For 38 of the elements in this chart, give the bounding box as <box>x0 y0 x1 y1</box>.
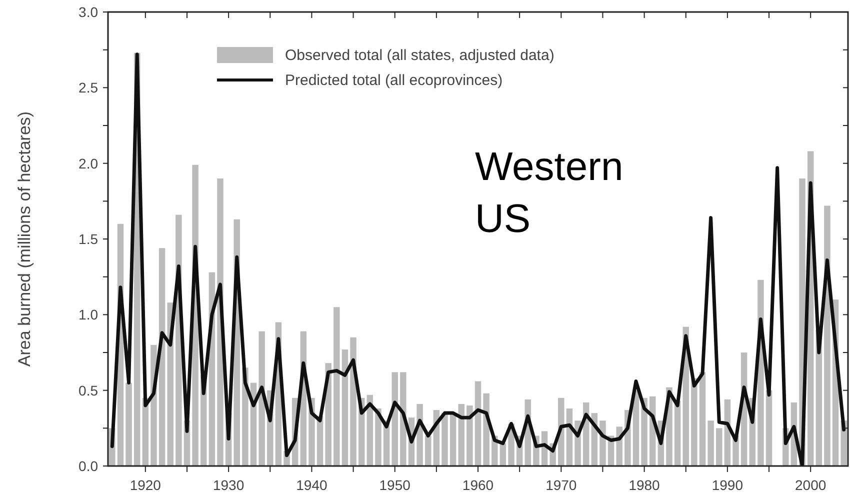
y-axis-title: Area burned (millions of hectares) <box>15 111 34 367</box>
bar <box>500 443 506 466</box>
bar <box>458 404 464 466</box>
x-tick-label: 2000 <box>795 477 826 493</box>
y-tick-label: 1.0 <box>78 306 98 323</box>
y-tick-label: 1.5 <box>78 231 98 247</box>
bar <box>691 378 698 466</box>
x-tick-label: 1920 <box>130 477 162 493</box>
bar <box>558 398 564 466</box>
bar <box>708 420 714 466</box>
x-tick-label: 1960 <box>462 477 494 493</box>
bar <box>126 382 132 466</box>
annotation: Western US <box>475 145 624 241</box>
x-tick-label: 1970 <box>546 477 577 493</box>
bar <box>716 428 722 466</box>
x-tick-label: 1940 <box>296 477 328 493</box>
bar <box>450 414 456 466</box>
bar <box>466 405 473 466</box>
legend-label: Predicted total (all ecoprovinces) <box>285 72 503 89</box>
bar <box>342 349 348 466</box>
y-tick-label: 2.5 <box>78 80 98 96</box>
bar <box>424 436 432 466</box>
bar <box>442 413 448 466</box>
x-tick-label: 1930 <box>212 477 244 493</box>
x-tick-label: 1950 <box>379 477 411 493</box>
y-tick-label: 3.0 <box>78 4 98 20</box>
bar <box>699 372 706 466</box>
bar <box>334 307 340 466</box>
y-tick-label: 2.0 <box>78 155 98 172</box>
y-tick-label: 0.5 <box>78 382 98 398</box>
bar <box>392 372 398 466</box>
y-tick-label: 0.0 <box>78 458 98 474</box>
bar <box>474 381 482 466</box>
legend-label: Observed total (all states, adjusted data) <box>285 47 554 64</box>
bar <box>258 331 265 466</box>
x-tick-label: 1980 <box>628 477 660 493</box>
x-tick-label: 1990 <box>712 477 744 493</box>
bar <box>766 390 772 466</box>
